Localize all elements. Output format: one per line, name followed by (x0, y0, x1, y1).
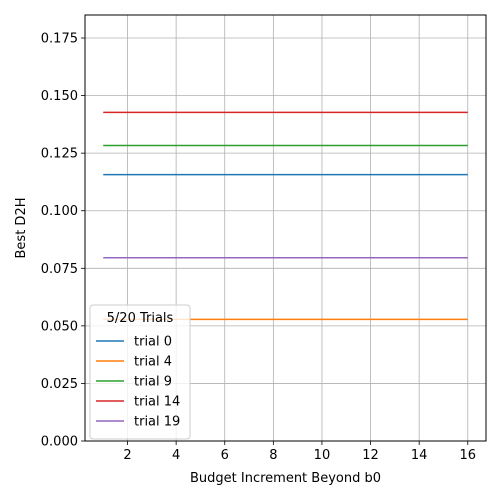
x-tick-label: 14 (411, 448, 428, 463)
legend-items: trial 0 trial 4 trial 9 trial 14 trial 19 (96, 335, 180, 430)
y-axis: 0.000 0.025 0.050 0.075 0.100 0.125 0.150 0.175 (41, 32, 85, 450)
legend-label: trial 4 (134, 355, 172, 370)
y-tick-label: 0.000 (41, 435, 78, 450)
legend-label: trial 9 (134, 375, 172, 390)
y-tick-label: 0.050 (41, 319, 78, 334)
x-tick-label: 16 (459, 448, 476, 463)
x-tick-label: 12 (362, 448, 379, 463)
y-tick-label: 0.025 (41, 377, 78, 392)
y-tick-label: 0.100 (41, 204, 78, 219)
legend-label: trial 0 (134, 335, 172, 350)
plot-frame (84, 14, 487, 442)
legend-label: trial 14 (134, 395, 180, 410)
x-axis-label: Budget Increment Beyond b0 (190, 471, 381, 486)
legend-label: trial 19 (134, 415, 180, 430)
x-tick-label: 2 (123, 448, 131, 463)
legend-title: 5/20 Trials (107, 311, 174, 326)
x-tick-label: 6 (221, 448, 229, 463)
y-tick-label: 0.125 (41, 147, 78, 162)
x-axis: 2 4 6 8 10 12 14 16 (123, 441, 476, 463)
series-lines (103, 111, 468, 321)
y-tick-label: 0.075 (41, 262, 78, 277)
legend-box (89, 304, 191, 440)
y-tick-label: 0.175 (41, 32, 78, 47)
x-tick-label: 8 (269, 448, 277, 463)
y-axis-label: Best D2H (14, 198, 29, 259)
y-tick-label: 0.150 (41, 89, 78, 104)
legend: 5/20 Trials trial 0 trial 4 trial 9 trial 1… (89, 304, 191, 440)
x-tick-label: 4 (172, 448, 180, 463)
x-tick-label: 10 (314, 448, 331, 463)
